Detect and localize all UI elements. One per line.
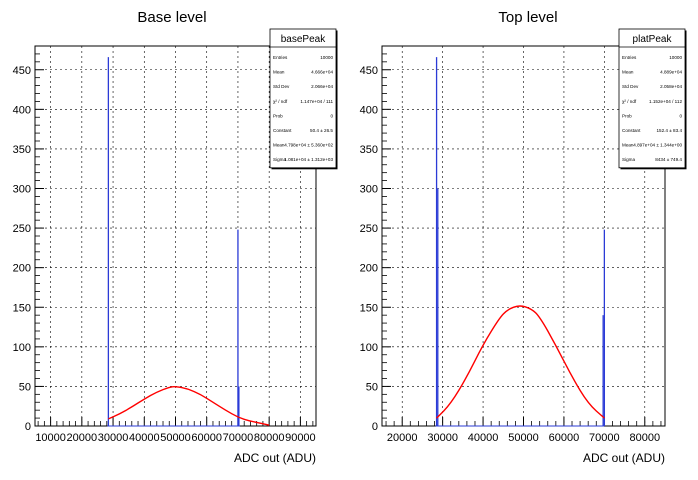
stats-row-label: Sigma — [622, 157, 635, 162]
y-tick-label: 400 — [13, 104, 31, 116]
y-tick-label: 300 — [13, 184, 31, 196]
stats-row-value: 50.4 ± 26.5 — [310, 128, 333, 133]
y-tick-label: 350 — [13, 144, 31, 156]
y-tick-label: 100 — [13, 342, 31, 354]
stats-row-label: Entries — [273, 55, 288, 60]
x-tick-label: 60000 — [549, 432, 580, 444]
x-tick-label: 20000 — [387, 432, 418, 444]
x-tick-label: 30000 — [98, 432, 129, 444]
x-tick-label: 20000 — [67, 432, 98, 444]
stats-row-value: 2.058e+04 — [660, 84, 682, 89]
y-tick-label: 50 — [19, 381, 31, 393]
stats-row-value: 1.081e+04 ± 1.312e+03 — [284, 157, 333, 162]
chart-title: Base level — [137, 9, 206, 26]
stats-row-label: Constant — [622, 128, 641, 133]
stats-row-label: Mean — [622, 70, 634, 75]
stats-row-label: Prob — [273, 113, 283, 118]
x-tick-label: 50000 — [508, 432, 539, 444]
stats-row-value: 4.666e+04 — [311, 70, 333, 75]
stats-row-value: 10000 — [669, 55, 682, 60]
y-tick-label: 200 — [13, 263, 31, 275]
y-tick-label: 450 — [13, 65, 31, 77]
y-tick-label: 0 — [372, 421, 378, 433]
y-tick-label: 400 — [360, 104, 378, 116]
stats-row-value: 0 — [330, 113, 333, 118]
fit-curve — [436, 305, 605, 419]
stats-row-value: 4.897e+04 ± 1.344e+00 — [633, 143, 682, 148]
stats-row-value: 0 — [679, 113, 682, 118]
chart-title: Top level — [498, 9, 557, 26]
y-tick-label: 450 — [360, 65, 378, 77]
x-tick-label: 60000 — [191, 432, 222, 444]
stats-row-value: 1.152e+04 / 112 — [649, 99, 682, 104]
x-tick-label: 30000 — [427, 432, 458, 444]
stats-row-value: 1.147e+04 / 111 — [300, 99, 333, 104]
x-tick-label: 10000 — [35, 432, 66, 444]
x-tick-label: 70000 — [589, 432, 620, 444]
x-axis-label: ADC out (ADU) — [234, 451, 316, 465]
stats-row-label: Constant — [273, 128, 292, 133]
stats-row-label: Std Dev — [622, 84, 639, 89]
y-tick-label: 250 — [360, 223, 378, 235]
x-tick-label: 40000 — [468, 432, 499, 444]
y-tick-label: 100 — [360, 342, 378, 354]
stats-box — [618, 28, 686, 169]
x-axis-label: ADC out (ADU) — [583, 451, 665, 465]
stats-row-label: χ² / ndf — [273, 99, 288, 104]
stats-box — [269, 28, 337, 169]
x-tick-label: 80000 — [629, 432, 660, 444]
stats-row-label: Mean — [273, 70, 285, 75]
x-tick-label: 50000 — [160, 432, 191, 444]
y-tick-label: 300 — [360, 184, 378, 196]
stats-row-value: 152.4 ± 83.4 — [656, 128, 682, 133]
stats-row-value: 2.066e+04 — [311, 84, 333, 89]
x-tick-label: 40000 — [129, 432, 160, 444]
y-tick-label: 200 — [360, 263, 378, 275]
fit-curve — [108, 386, 270, 426]
stats-box-title: basePeak — [281, 34, 326, 45]
x-tick-label: 90000 — [285, 432, 316, 444]
y-tick-label: 0 — [25, 421, 31, 433]
stats-box-title: platPeak — [633, 34, 673, 45]
stats-row-label: Mean — [622, 143, 634, 148]
stats-row-label: Entries — [622, 55, 637, 60]
stats-row-value: 8434 ± 749.4 — [655, 157, 682, 162]
y-tick-label: 350 — [360, 144, 378, 156]
x-tick-label: 70000 — [223, 432, 254, 444]
x-tick-label: 80000 — [254, 432, 285, 444]
y-tick-label: 150 — [360, 302, 378, 314]
stats-row-label: Sigma — [273, 157, 286, 162]
stats-row-value: 10000 — [320, 55, 333, 60]
y-tick-label: 150 — [13, 302, 31, 314]
stats-row-label: Prob — [622, 113, 632, 118]
stats-row-label: χ² / ndf — [622, 99, 637, 104]
stats-row-value: 4.889e+04 — [660, 70, 682, 75]
y-tick-label: 50 — [366, 381, 378, 393]
stats-row-label: Std Dev — [273, 84, 290, 89]
y-tick-label: 250 — [13, 223, 31, 235]
stats-row-value: 4.798e+04 ± 5.360e+02 — [284, 143, 333, 148]
stats-row-label: Mean — [273, 143, 285, 148]
